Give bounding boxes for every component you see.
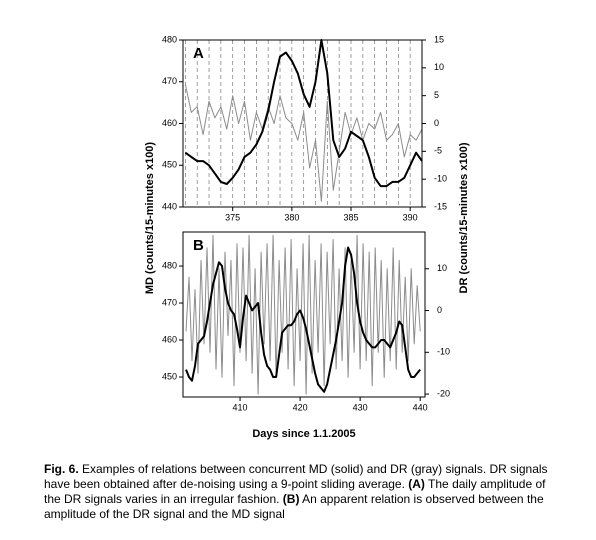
- caption-text: Examples of relations between concurrent…: [44, 462, 548, 491]
- caption-text: (A): [408, 477, 425, 491]
- figure: MD (counts/15-minutes x100) DR (counts/1…: [144, 34, 470, 440]
- y2-tick-label: 10: [434, 62, 444, 72]
- y2-tick-label: -5: [434, 146, 442, 156]
- x-tick-label: 440: [413, 402, 428, 412]
- y2-tick-label: -15: [434, 201, 447, 211]
- x-tick-label: 430: [353, 402, 368, 412]
- caption-text: The daily amplitude of the DR signals va…: [44, 477, 546, 506]
- y-tick-label: 450: [162, 160, 177, 170]
- y2-tick-label: 5: [434, 90, 439, 100]
- y-tick-label: 470: [162, 297, 177, 307]
- panel-label: B: [193, 237, 204, 254]
- line-dr: [184, 84, 423, 202]
- x-tick-label: 385: [343, 212, 358, 222]
- caption: Fig. 6. Examples of relations between co…: [44, 462, 564, 522]
- plot-frame: [182, 231, 426, 398]
- caption-text: An apparent relation is observed between…: [44, 492, 544, 521]
- y-axis-label: MD (counts/15-minutes x100): [144, 142, 156, 295]
- caption-text: (B): [282, 492, 300, 506]
- y-tick-label: 450: [162, 371, 177, 381]
- y2-tick-label: -10: [437, 347, 450, 357]
- y2-tick-label: 15: [434, 34, 444, 44]
- y2-tick-label: -20: [437, 388, 450, 398]
- y-tick-label: 470: [162, 76, 177, 86]
- x-tick-label: 410: [233, 402, 248, 412]
- line-md: [184, 39, 423, 188]
- x-tick-label: 390: [403, 212, 418, 222]
- line-md: [185, 246, 421, 393]
- y2-tick-label: -10: [434, 174, 447, 184]
- caption-text: Fig. 6.: [44, 462, 79, 476]
- line-dr: [185, 234, 421, 395]
- x-tick-label: 380: [284, 212, 299, 222]
- y2-axis-label: DR (counts/15-minutes x100): [458, 142, 470, 293]
- x-tick-label: 375: [225, 212, 240, 222]
- panel-label: A: [193, 45, 204, 62]
- plot-frame: [182, 39, 423, 208]
- y-tick-label: 440: [162, 201, 177, 211]
- x-axis-label: Days since 1.1.2005: [252, 428, 355, 440]
- y-tick-label: 460: [162, 334, 177, 344]
- y2-tick-label: 0: [437, 305, 442, 315]
- y2-tick-label: 10: [437, 263, 447, 273]
- y-tick-label: 480: [162, 260, 177, 270]
- x-tick-label: 420: [293, 402, 308, 412]
- y-tick-label: 480: [162, 34, 177, 44]
- y2-tick-label: 0: [434, 118, 439, 128]
- y-tick-label: 460: [162, 118, 177, 128]
